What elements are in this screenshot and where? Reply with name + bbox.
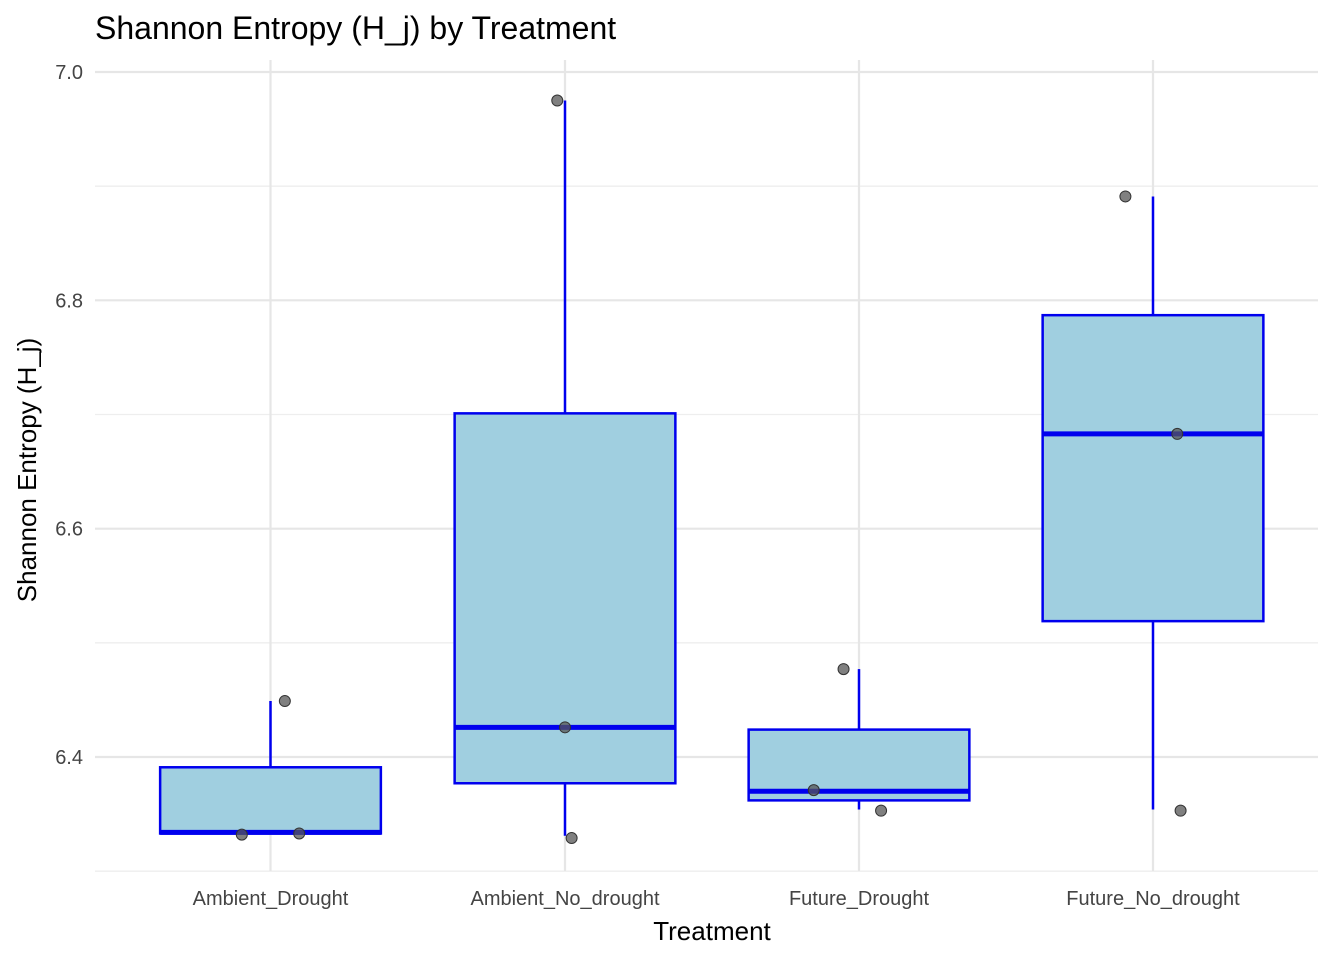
data-point (875, 804, 888, 817)
data-point (837, 663, 850, 676)
data-points (235, 94, 1187, 845)
box (158, 766, 383, 835)
y-tick-label: 7.0 (55, 62, 83, 84)
y-tick-label: 6.4 (55, 747, 83, 769)
y-tick-label: 6.8 (55, 290, 83, 312)
data-point (278, 695, 291, 708)
box-group (747, 669, 971, 810)
y-axis-title: Shannon Entropy (H_j) (12, 338, 42, 602)
box (1041, 313, 1265, 623)
boxes (158, 100, 1265, 836)
chart-title: Shannon Entropy (H_j) by Treatment (95, 10, 616, 46)
data-point (1171, 427, 1184, 440)
x-tick-label: Ambient_Drought (193, 888, 349, 910)
tick-labels: 6.4 6.6 6.8 7.0 Ambient_Drought Ambient_No_dr… (55, 62, 1240, 910)
data-point (1119, 190, 1132, 203)
x-axis-title: Treatment (653, 916, 771, 946)
x-tick-label: Future_Drought (789, 888, 930, 910)
y-tick-label: 6.6 (55, 519, 83, 541)
data-point (293, 827, 306, 840)
data-point (551, 94, 564, 107)
box (747, 728, 971, 802)
x-tick-label: Ambient_No_drought (470, 888, 659, 910)
data-point (235, 828, 248, 841)
data-point (565, 832, 578, 845)
box-group (1041, 196, 1265, 810)
data-point (807, 784, 820, 797)
data-point (559, 721, 571, 734)
box-group (158, 701, 383, 835)
data-point (1174, 804, 1187, 817)
x-tick-label: Future_No_drought (1066, 888, 1240, 910)
